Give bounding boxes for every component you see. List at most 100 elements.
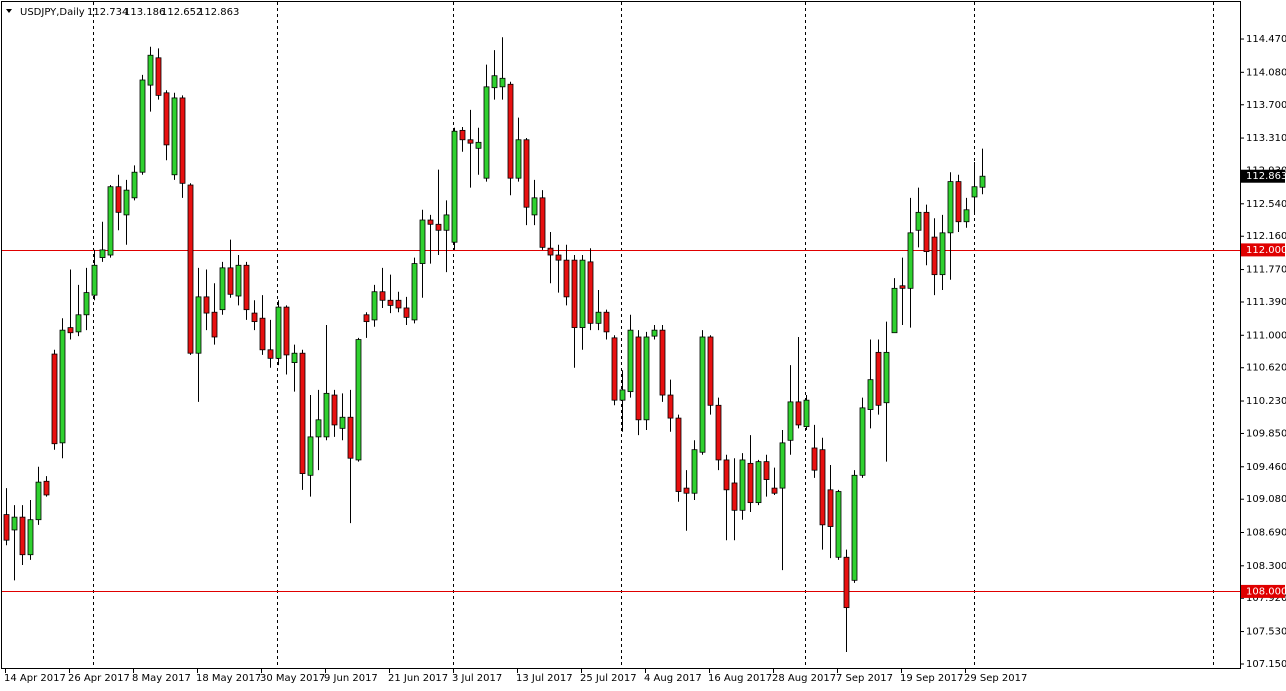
candle-body [851,474,858,581]
candle-body [211,311,218,338]
x-tick-label: 8 May 2017 [132,673,191,684]
candle-body [435,223,442,231]
candle-body [723,459,730,491]
candle-body [19,516,26,556]
candle-body [667,394,674,419]
candle-body [595,311,602,324]
candle-body [427,219,434,225]
y-tick-label: 109.080 [1246,494,1286,505]
x-tick-label: 14 Apr 2017 [4,673,66,684]
x-tick-label: 7 Sep 2017 [836,673,893,684]
y-tick-label: 111.000 [1246,330,1286,341]
y-tick-label: 114.470 [1246,34,1286,45]
y-tick-label: 107.920 [1246,593,1286,604]
header-high: 113.186 [124,7,165,18]
candle-body [699,336,706,453]
candle-body [619,389,626,401]
candle-body [363,314,370,323]
candle-body [371,291,378,321]
candle-body [187,184,194,354]
candle-body [91,264,98,296]
candle-body [643,336,650,421]
candle-body [331,394,338,426]
candle-body [659,329,666,396]
candle-body [979,175,986,188]
candle-body [819,449,826,526]
candle-body [251,312,258,323]
candle-body [467,139,474,144]
x-tick-label: 4 Aug 2017 [644,673,702,684]
candle-body [451,130,458,243]
candle-body [339,416,346,429]
x-tick-label: 19 Sep 2017 [900,673,963,684]
candle-body [523,139,530,208]
candle-body [35,481,42,521]
y-tick-label: 112.160 [1246,231,1286,242]
candle-body [579,259,586,328]
candle-body [123,189,130,216]
candle-body [515,139,522,179]
candle-body [843,556,850,609]
x-tick-label: 9 Jun 2017 [324,673,378,684]
x-tick-label: 16 Aug 2017 [708,673,772,684]
candle-body [763,461,770,480]
candle-body [859,407,866,476]
x-tick-label: 29 Sep 2017 [964,673,1027,684]
y-tick-label: 113.310 [1246,133,1286,144]
candle-body [115,186,122,213]
candle-body [923,211,930,253]
y-tick-label: 110.230 [1246,396,1286,407]
chart-title: USDJPY,Daily [20,7,85,18]
hline-label: 112.000 [1246,245,1286,256]
candle-body [947,181,954,234]
header-close: 112.863 [198,7,239,18]
y-tick-label: 107.530 [1246,627,1286,638]
candle-body [107,186,114,256]
candle-body [955,181,962,223]
candle-body [835,491,842,558]
candle-body [403,307,410,318]
candle-body [347,416,354,459]
y-tick-label: 109.460 [1246,462,1286,473]
candle-body [3,514,10,541]
candle-body [547,247,554,256]
candle-body [179,97,186,184]
candle-body [571,259,578,328]
candle-body [867,379,874,410]
candle-body [355,339,362,461]
candle-body [931,236,938,276]
candle-body [171,97,178,176]
x-tick-label: 25 Jul 2017 [580,673,637,684]
hline-label-bg [1241,584,1285,598]
candle-body [259,317,266,351]
y-tick-label: 108.300 [1246,561,1286,572]
candle-body [587,261,594,324]
candle-body [635,336,642,421]
candle-body [779,442,786,489]
candle-body [235,264,242,297]
candle-body [563,259,570,298]
header-low: 112.652 [161,7,202,18]
candle-body [875,351,882,406]
candle-body [419,219,426,264]
candle-body [83,292,90,316]
candle-body [827,489,834,527]
candle-body [611,337,618,401]
candle-body [907,232,914,289]
candle-body [267,349,274,359]
candle-body [899,285,906,289]
menu-triangle [6,9,12,13]
candle-body [243,264,250,311]
candle-body [51,353,58,445]
candle-body [787,401,794,441]
candle-body [675,417,682,492]
y-tick-label: 111.770 [1246,265,1286,276]
candle-body [195,296,202,354]
last-price-label: 112.863 [1246,171,1286,182]
candle-body [731,482,738,511]
candle-body [459,129,466,141]
y-tick-label: 111.390 [1246,297,1286,308]
candle-body [11,516,18,531]
y-tick-label: 112.540 [1246,199,1286,210]
candle-body [707,336,714,406]
